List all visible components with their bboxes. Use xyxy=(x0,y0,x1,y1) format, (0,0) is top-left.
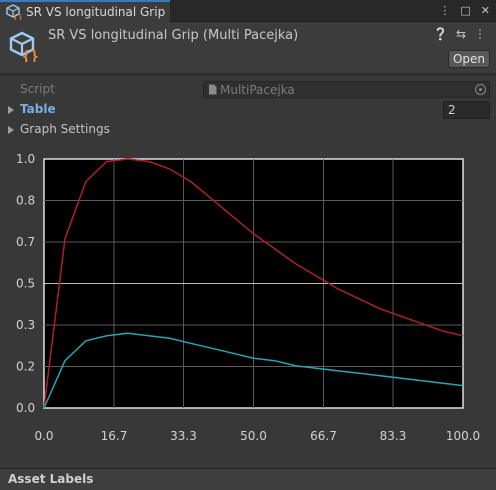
y-tick-label: 1.0 xyxy=(16,152,35,166)
svg-text:{}: {} xyxy=(22,49,39,62)
y-tick-label: 0.0 xyxy=(16,401,35,415)
asset-labels-bar[interactable]: Asset Labels xyxy=(0,468,496,490)
x-axis-ticks: 0.0 16.7 33.3 50.0 66.7 83.3 100.0 xyxy=(34,429,480,443)
x-tick-label: 83.3 xyxy=(380,429,407,443)
asset-labels-title: Asset Labels xyxy=(8,472,94,486)
y-tick-label: 0.2 xyxy=(16,359,35,373)
graph-settings-foldout-arrow-icon[interactable] xyxy=(8,126,14,134)
x-tick-label: 100.0 xyxy=(446,429,480,443)
object-picker-icon[interactable] xyxy=(475,84,486,95)
close-icon[interactable]: ✕ xyxy=(480,4,490,17)
table-size-field[interactable]: 2 xyxy=(443,101,490,119)
scriptable-object-icon: {} xyxy=(6,4,22,20)
svg-text:{}: {} xyxy=(13,13,22,20)
script-label: Script xyxy=(20,82,55,96)
y-tick-label: 0.5 xyxy=(16,277,35,291)
y-tick-label: 0.7 xyxy=(16,235,35,249)
header-divider xyxy=(0,74,496,75)
maximize-icon[interactable]: □ xyxy=(460,4,471,17)
graph-settings-label[interactable]: Graph Settings xyxy=(20,122,110,136)
more-icon[interactable]: ⋮ xyxy=(474,27,486,41)
help-icon[interactable]: ❔ xyxy=(432,27,448,41)
plot-grid xyxy=(44,159,463,408)
series-line-1 xyxy=(43,158,464,409)
x-tick-label: 16.7 xyxy=(101,429,128,443)
table-foldout-arrow-icon[interactable] xyxy=(8,106,14,114)
script-value: MultiPacejka xyxy=(220,82,295,97)
preset-icon[interactable]: ⇆ xyxy=(455,27,466,41)
grip-chart: 0.0 0.2 0.3 0.5 0.7 0.8 1.0 0.0 16.7 33.3 50.0 66.… xyxy=(16,152,480,443)
y-tick-label: 0.3 xyxy=(16,318,35,332)
y-tick-label: 0.8 xyxy=(16,194,35,208)
tab-controls: ⋮ □ ✕ xyxy=(439,4,490,17)
tab-sr-vs-longitudinal-grip[interactable]: {} SR VS longitudinal Grip xyxy=(0,0,170,22)
x-tick-label: 50.0 xyxy=(240,429,267,443)
x-tick-label: 0.0 xyxy=(34,429,53,443)
tab-title: SR VS longitudinal Grip xyxy=(26,5,166,19)
script-field[interactable]: MultiPacejka xyxy=(203,81,490,98)
tab-bar: {} SR VS longitudinal Grip ⋮ □ ✕ xyxy=(0,0,496,22)
header-tools: ❔ ⇆ ⋮ xyxy=(433,27,486,41)
scriptable-object-large-icon: {} xyxy=(9,31,39,62)
script-row: Script MultiPacejka xyxy=(0,80,496,100)
inspector-header: {} SR VS longitudinal Grip (Multi Pacejk… xyxy=(0,22,496,72)
table-row[interactable]: Table 2 xyxy=(0,100,496,120)
graph-settings-row[interactable]: Graph Settings xyxy=(0,120,496,140)
page-title: SR VS longitudinal Grip (Multi Pacejka) xyxy=(48,28,299,43)
table-label[interactable]: Table xyxy=(20,102,56,116)
graph-area: 0.0 0.2 0.3 0.5 0.7 0.8 1.0 0.0 16.7 33.3 50.0 66.… xyxy=(0,145,496,445)
plot-series xyxy=(43,158,464,409)
x-tick-label: 66.7 xyxy=(310,429,337,443)
more-options-icon[interactable]: ⋮ xyxy=(439,4,451,17)
script-file-icon xyxy=(209,84,217,95)
open-button[interactable]: Open xyxy=(448,50,490,68)
y-axis-ticks: 0.0 0.2 0.3 0.5 0.7 0.8 1.0 xyxy=(16,152,35,415)
x-tick-label: 33.3 xyxy=(170,429,197,443)
series-line-2 xyxy=(43,332,464,409)
